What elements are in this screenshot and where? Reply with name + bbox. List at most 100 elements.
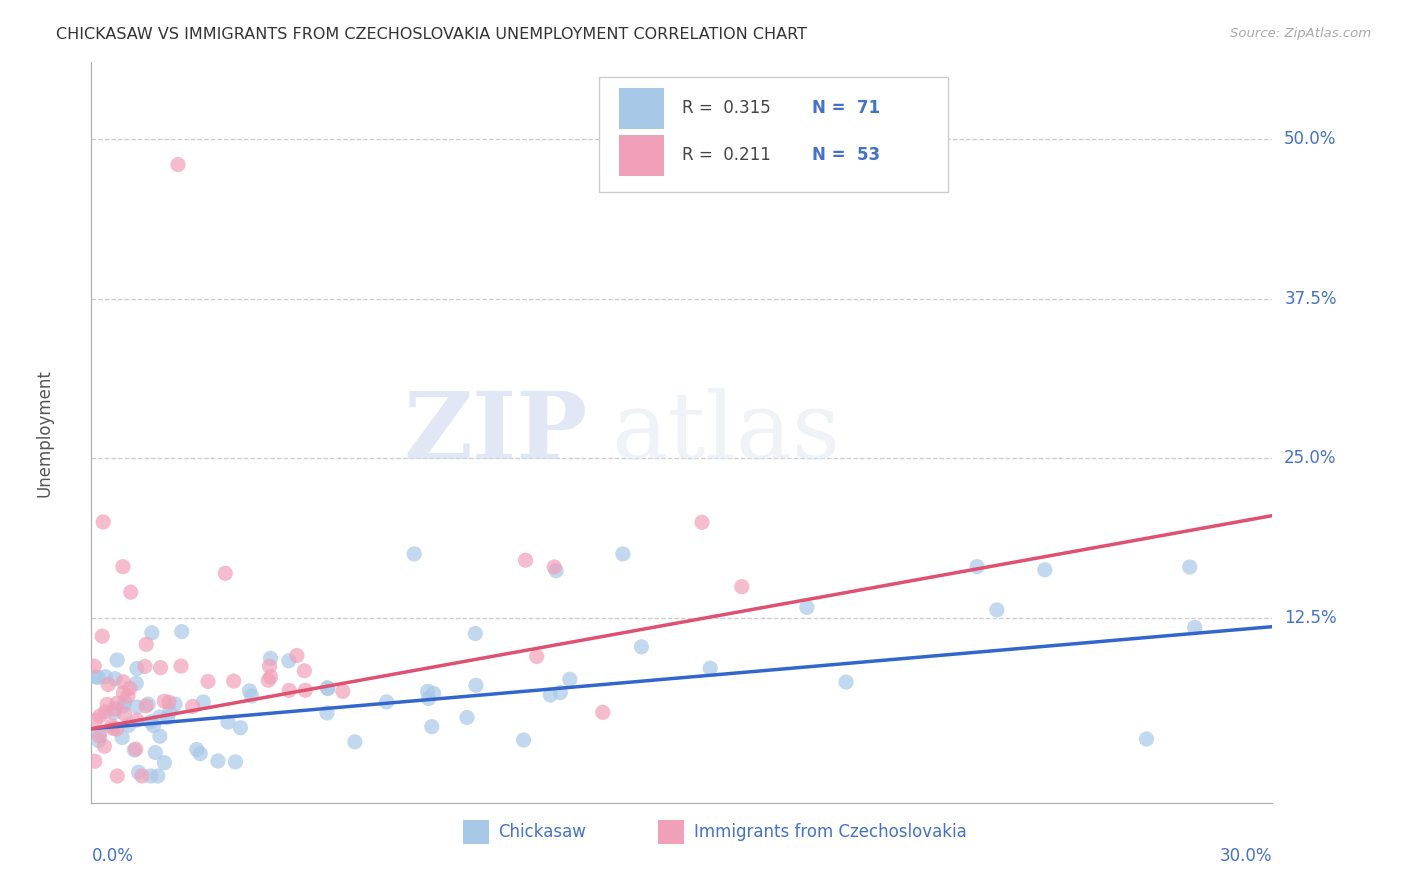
Text: 37.5%: 37.5% <box>1284 290 1337 308</box>
Point <box>543 560 565 574</box>
Point <box>149 729 172 743</box>
Point <box>456 710 478 724</box>
Bar <box>658 820 685 844</box>
Text: N =  71: N = 71 <box>811 99 880 118</box>
Point <box>188 747 211 761</box>
Point <box>125 713 148 727</box>
Point <box>277 654 299 668</box>
Point <box>135 698 157 713</box>
Point <box>612 547 634 561</box>
Point <box>259 651 281 665</box>
Point <box>105 722 128 736</box>
FancyBboxPatch shape <box>599 78 948 192</box>
Point <box>134 659 156 673</box>
Point <box>118 681 141 696</box>
Point <box>131 769 153 783</box>
Point <box>835 675 858 690</box>
Point <box>139 714 162 729</box>
Point <box>141 625 163 640</box>
Point <box>89 729 111 743</box>
Point <box>294 683 316 698</box>
Point <box>111 731 134 745</box>
Bar <box>619 88 664 129</box>
Point <box>165 697 187 711</box>
Point <box>93 739 115 754</box>
Point <box>222 674 245 689</box>
Point <box>84 713 107 727</box>
Point <box>966 559 988 574</box>
Point <box>418 691 440 706</box>
Point <box>91 515 114 529</box>
Point <box>404 547 426 561</box>
Point <box>558 673 581 687</box>
Point <box>136 697 159 711</box>
Text: Source: ZipAtlas.com: Source: ZipAtlas.com <box>1230 27 1371 40</box>
Point <box>153 694 176 708</box>
Point <box>240 689 263 703</box>
Point <box>96 698 118 712</box>
Point <box>94 705 117 719</box>
Text: 0.0%: 0.0% <box>91 847 134 865</box>
Point <box>120 585 142 599</box>
Point <box>122 743 145 757</box>
Point <box>214 566 236 581</box>
Point <box>316 681 339 696</box>
Point <box>149 710 172 724</box>
Text: 30.0%: 30.0% <box>1220 847 1272 865</box>
Point <box>796 600 818 615</box>
Point <box>83 754 105 768</box>
Point <box>112 699 135 714</box>
Point <box>630 640 652 654</box>
Point <box>103 702 125 716</box>
Point <box>156 710 179 724</box>
Point <box>125 742 148 756</box>
Point <box>146 769 169 783</box>
Point <box>87 670 110 684</box>
Text: Unemployment: Unemployment <box>35 368 53 497</box>
Point <box>103 706 125 720</box>
Point <box>278 683 301 698</box>
Point <box>112 686 135 700</box>
Point <box>139 769 162 783</box>
Point <box>285 648 308 663</box>
Point <box>197 674 219 689</box>
Point <box>512 733 534 747</box>
Point <box>186 742 208 756</box>
Point <box>117 690 139 704</box>
Bar <box>464 820 489 844</box>
Point <box>544 564 567 578</box>
Text: Immigrants from Czechoslovakia: Immigrants from Czechoslovakia <box>693 822 966 840</box>
Point <box>89 725 111 739</box>
Point <box>114 695 136 709</box>
Point <box>260 670 283 684</box>
Point <box>104 672 127 686</box>
Point <box>538 688 561 702</box>
Text: 12.5%: 12.5% <box>1284 608 1337 627</box>
Point <box>526 649 548 664</box>
Point <box>105 696 128 710</box>
Point <box>97 677 120 691</box>
Point <box>170 659 193 673</box>
Point <box>464 626 486 640</box>
Point <box>142 719 165 733</box>
Point <box>153 756 176 770</box>
Point <box>89 709 111 723</box>
Point <box>101 722 124 736</box>
Text: 25.0%: 25.0% <box>1284 450 1337 467</box>
Point <box>515 553 537 567</box>
Point <box>87 733 110 747</box>
Point <box>292 664 315 678</box>
Point <box>143 746 166 760</box>
Text: atlas: atlas <box>612 388 841 477</box>
Point <box>125 662 148 676</box>
Point <box>193 695 215 709</box>
Point <box>84 670 107 684</box>
Point <box>94 670 117 684</box>
Point <box>316 706 339 720</box>
Point <box>316 681 339 695</box>
Point <box>592 706 614 720</box>
Point <box>167 157 190 171</box>
Text: R =  0.211: R = 0.211 <box>682 146 770 164</box>
Point <box>550 685 572 699</box>
Point <box>464 678 486 692</box>
